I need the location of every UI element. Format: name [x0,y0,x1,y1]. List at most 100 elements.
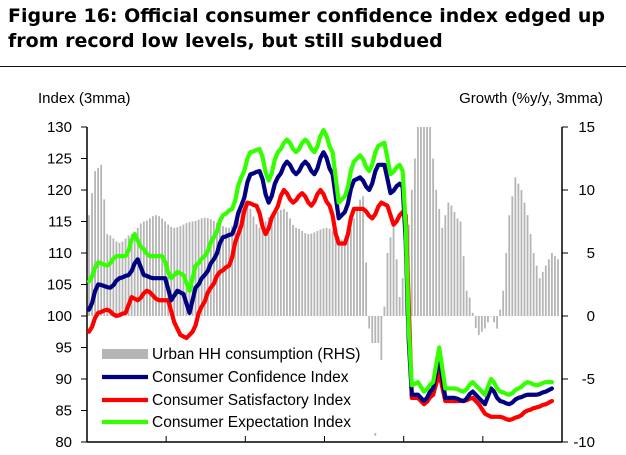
consumption-bar [103,199,106,316]
consumption-bar [392,221,395,316]
consumption-bar [474,316,477,329]
consumption-bar [289,218,291,316]
left-tick-label: 120 [47,182,72,199]
legend-label: Consumer Satisfactory Index [152,392,351,409]
consumption-bar [389,237,392,316]
consumption-bar [413,158,416,316]
consumption-bar [270,215,273,316]
consumption-bar [155,215,157,316]
consumption-bar [212,220,215,316]
consumption-bar [133,232,136,316]
consumption-bar [273,214,276,316]
left-tick-label: 115 [48,214,72,231]
figure-title: Figure 16: Official consumer confidence … [8,5,605,52]
consumption-bar [109,235,112,316]
consumption-bar [490,316,492,317]
consumption-bar [191,221,194,316]
consumption-bar [386,253,389,316]
consumption-bar [471,312,474,316]
consumption-bar [325,227,328,316]
right-tick-label: -5 [582,371,595,388]
consumption-bar [228,227,230,316]
consumption-bar [453,212,456,316]
consumption-bar [380,316,383,361]
index-lines [86,128,555,423]
consumption-bar [249,208,252,316]
consumption-bar [450,205,453,316]
consumption-bar [350,228,352,316]
consumption-bar [353,218,355,316]
right-tick-label: 5 [587,245,595,262]
consumption-bar [547,259,550,316]
consumption-bar [136,227,139,316]
consumption-bar [496,316,498,329]
consumption-bar [152,216,154,316]
consumption-bar [505,253,508,316]
consumption-bar [535,265,538,316]
consumption-bar [526,215,529,316]
consumption-bar [292,224,294,316]
axes [86,127,563,443]
consumption-bar [462,256,465,316]
consumption-bar [356,207,358,316]
consumption-bar [261,225,264,316]
left-axis-label: Index (3mma) [38,90,131,107]
consumption-bar [310,233,313,316]
consumption-bar [283,208,285,316]
consumption-bar [255,224,258,316]
left-tick-label: 90 [55,371,72,388]
consumption-bar [499,309,502,316]
consumption-bar [401,278,404,316]
legend: Urban HH consumption (RHS) Consumer Confi… [96,343,380,433]
consumption-bar [246,205,249,316]
consumption-bar [216,222,218,316]
left-tick-label: 130 [47,119,72,136]
consumption-bar [203,217,206,316]
consumption-bar [240,211,243,316]
consumption-bar [94,171,96,316]
consumption-bar [337,237,340,316]
consumption-bar [426,127,428,316]
consumption-bar [316,230,319,316]
consumption-bar [161,218,163,316]
consumption-bar [322,228,325,316]
consumption-bar [346,237,349,316]
right-axis-label: Growth (%y/y, 3mma) [459,90,603,107]
consumption-bar [243,206,246,316]
consumption-bar [200,218,203,316]
consumption-bar [514,177,517,316]
left-tick-label: 105 [47,277,72,294]
legend-swatch-bars [102,349,148,359]
consumption-bar [130,234,133,316]
consumption-bar [551,253,553,316]
consumption-bar [307,234,310,316]
right-tick-label: 10 [578,182,595,199]
consumption-bar [252,216,255,316]
consumption-bar [484,316,486,329]
consumption-bar [295,227,297,316]
consumption-bar [480,316,483,332]
consumption-bar [225,227,227,316]
consumption-bar [237,216,240,316]
right-tick-label: -10 [573,434,595,451]
consumption-bar [258,227,261,316]
consumption-bar [276,212,279,316]
consumption-bar [149,218,151,316]
consumption-bar [301,230,304,316]
consumption-bar [145,220,148,316]
consumption-bar [456,218,459,316]
left-tick-label: 125 [47,151,72,168]
consumption-bar [468,297,471,316]
legend-label: Consumer Expectation Index [152,414,351,431]
consumption-bar [529,234,532,316]
consumption-bar [508,215,511,316]
consumption-bar [319,229,322,316]
consumption-bar [420,127,422,316]
consumption-bar [502,290,505,316]
consumption-bar [362,196,364,316]
consumption-bar [493,316,495,323]
consumption-bar [438,208,441,316]
consumption-bar [523,202,526,316]
left-tick-label: 110 [48,245,72,262]
